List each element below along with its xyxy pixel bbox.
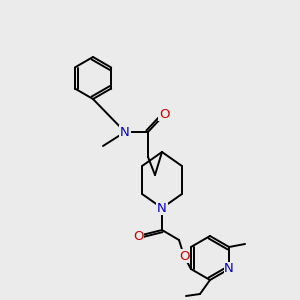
Text: N: N bbox=[157, 202, 167, 214]
Text: O: O bbox=[159, 107, 169, 121]
Text: N: N bbox=[224, 262, 234, 275]
Text: N: N bbox=[120, 125, 130, 139]
Text: O: O bbox=[133, 230, 143, 244]
Text: O: O bbox=[179, 250, 189, 262]
